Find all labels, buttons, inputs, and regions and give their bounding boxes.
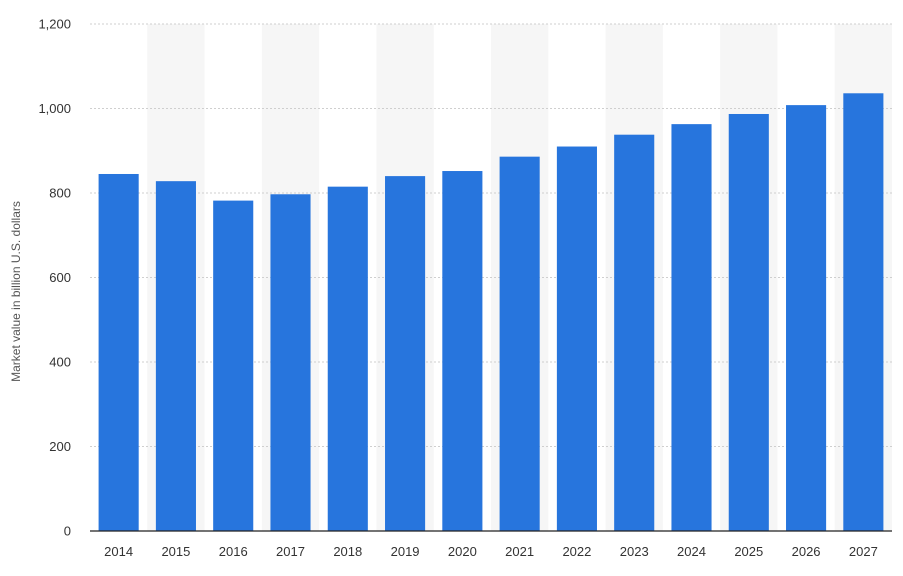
- y-tick-label: 200: [49, 439, 71, 454]
- x-tick-label: 2020: [448, 544, 477, 559]
- bars: [98, 93, 884, 532]
- x-tick-label: 2024: [677, 544, 706, 559]
- x-tick-label: 2018: [333, 544, 362, 559]
- bar-2015: [155, 181, 196, 532]
- bar-2017: [270, 194, 311, 531]
- x-tick-label: 2025: [734, 544, 763, 559]
- y-tick-label: 400: [49, 355, 71, 370]
- bar-2022: [556, 146, 597, 531]
- x-tick-label: 2023: [620, 544, 649, 559]
- x-tick-label: 2026: [792, 544, 821, 559]
- bar-2026: [786, 105, 827, 532]
- bar-2024: [671, 124, 712, 531]
- x-tick-label: 2014: [104, 544, 133, 559]
- x-tick-label: 2017: [276, 544, 305, 559]
- y-tick-label: 600: [49, 270, 71, 285]
- x-tick-label: 2027: [849, 544, 878, 559]
- bar-2027: [843, 93, 884, 531]
- x-tick-label: 2019: [391, 544, 420, 559]
- x-axis-ticks: 2014 2015 2016 2017 2018 2019 2020 2021 2022 2023…: [104, 544, 878, 559]
- y-axis-ticks: 0 200 400 600 800 1,000 1,200: [38, 17, 71, 539]
- x-tick-label: 2015: [161, 544, 190, 559]
- bar-2021: [499, 156, 540, 532]
- x-tick-label: 2016: [219, 544, 248, 559]
- x-tick-label: 2022: [562, 544, 591, 559]
- x-tick-label: 2021: [505, 544, 534, 559]
- y-tick-label: 800: [49, 186, 71, 201]
- y-axis-title: Market value in billion U.S. dollars: [9, 201, 23, 382]
- bar-2020: [442, 171, 483, 531]
- y-tick-label: 1,000: [38, 101, 71, 116]
- bar-2023: [614, 134, 655, 531]
- bar-2019: [385, 176, 426, 531]
- y-tick-label: 0: [64, 524, 71, 539]
- y-tick-label: 1,200: [38, 17, 71, 32]
- bar-2025: [728, 113, 769, 532]
- bar-2014: [98, 173, 139, 532]
- bar-2018: [327, 186, 368, 531]
- bar-2016: [213, 200, 254, 532]
